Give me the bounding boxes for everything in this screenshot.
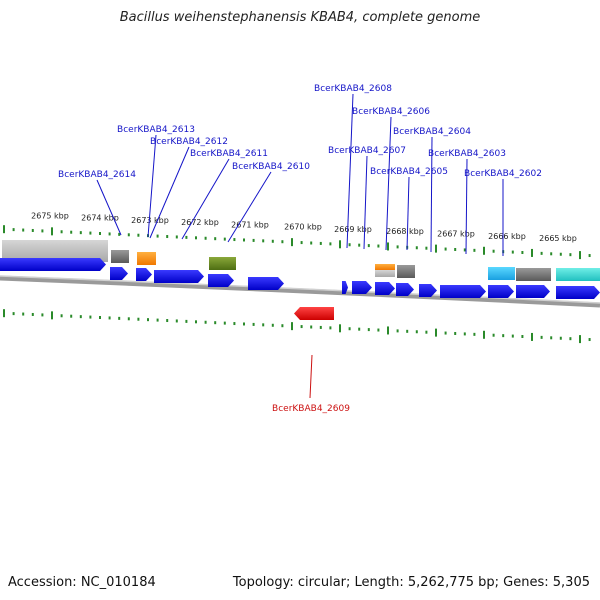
gene-leader-line	[430, 136, 433, 253]
gene-label: BcerKBAB4_2614	[58, 170, 136, 180]
forward-gene-arrow	[342, 281, 348, 294]
feature-box-gray	[111, 250, 129, 263]
gene-leader-line	[227, 171, 272, 243]
gene-label: BcerKBAB4_2602	[464, 169, 542, 179]
reverse-gene-leader-line	[309, 354, 313, 399]
kbp-tick-label: 2666 kbp	[488, 232, 526, 241]
feature-box-olive	[209, 257, 236, 270]
diagram-title: Bacillus weihenstephanensis KBAB4, compl…	[119, 10, 481, 25]
kbp-tick-label: 2672 kbp	[181, 218, 219, 227]
kbp-tick-label: 2674 kbp	[81, 214, 119, 223]
feature-box-orange	[137, 252, 156, 265]
gene-leader-line	[96, 179, 122, 236]
feature-band-gray	[2, 240, 108, 262]
feature-box-cyan	[488, 267, 515, 280]
gene-label: BcerKBAB4_2608	[314, 84, 392, 94]
feature-box-gray	[516, 268, 551, 281]
genome-backbone-highlight	[0, 275, 600, 304]
gene-leader-line	[149, 146, 190, 239]
gene-label: BcerKBAB4_2603	[428, 149, 506, 159]
accession-label: Accession: NC_010184	[8, 575, 156, 590]
forward-gene-arrow	[396, 283, 414, 296]
gene-label: BcerKBAB4_2613	[117, 125, 195, 135]
forward-gene-arrow	[419, 284, 437, 297]
reverse-gene-arrow	[294, 307, 334, 320]
gene-label: BcerKBAB4_2604	[393, 127, 471, 137]
forward-gene-arrow	[154, 270, 204, 283]
gene-label: BcerKBAB4_2612	[150, 137, 228, 147]
kbp-tick-label: 2669 kbp	[334, 225, 372, 234]
feature-box-orange	[375, 264, 395, 270]
kbp-tick-label: 2671 kbp	[231, 220, 269, 229]
forward-gene-arrow	[136, 268, 152, 281]
gene-label: BcerKBAB4_2607	[328, 146, 406, 156]
forward-gene-arrow	[556, 286, 600, 299]
forward-gene-arrow	[488, 285, 514, 298]
gene-label: BcerKBAB4_2610	[232, 162, 310, 172]
gene-label: BcerKBAB4_2611	[190, 149, 268, 159]
gene-leader-line	[406, 176, 410, 251]
gene-leader-line	[181, 158, 230, 240]
gene-leader-line	[147, 134, 157, 238]
feature-box-gray	[397, 265, 415, 278]
gene-leader-line	[465, 158, 468, 255]
gene-label: BcerKBAB4_2606	[352, 107, 430, 117]
kbp-tick-label: 2667 kbp	[437, 230, 475, 239]
gene-leader-line	[346, 93, 354, 249]
kbp-tick-label: 2668 kbp	[386, 227, 424, 236]
reverse-gene-label: BcerKBAB4_2609	[272, 404, 350, 414]
feature-box-teal	[556, 268, 600, 281]
genome-summary: Topology: circular; Length: 5,262,775 bp…	[232, 575, 590, 590]
kbp-tick-label: 2670 kbp	[284, 223, 322, 232]
forward-gene-arrow	[208, 274, 234, 287]
genome-backbone	[0, 275, 600, 308]
gene-leader-line	[385, 116, 392, 251]
forward-gene-arrow	[0, 258, 106, 271]
kbp-tick-label: 2673 kbp	[131, 216, 169, 225]
kbp-tick-label: 2665 kbp	[539, 234, 577, 243]
forward-gene-arrow	[248, 277, 284, 290]
gene-label: BcerKBAB4_2605	[370, 167, 448, 177]
forward-gene-arrow	[516, 285, 550, 298]
forward-gene-arrow	[375, 282, 395, 295]
forward-gene-arrow	[110, 267, 128, 280]
gene-leader-line	[363, 155, 368, 250]
feature-box-gray	[375, 270, 395, 277]
kbp-tick-label: 2675 kbp	[31, 211, 69, 220]
forward-gene-arrow	[352, 281, 372, 294]
forward-gene-arrow	[440, 285, 486, 298]
